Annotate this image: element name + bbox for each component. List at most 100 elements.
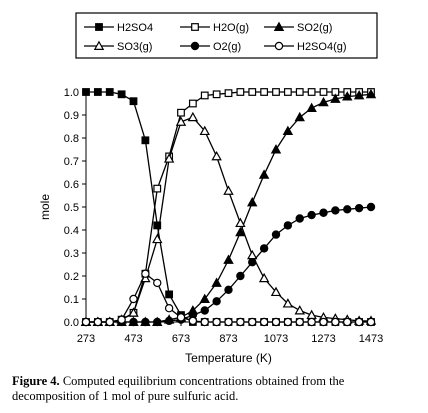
data-point-h2so4	[153, 221, 162, 230]
data-point-h2so4-g	[164, 304, 174, 313]
data-point-o2-g	[164, 316, 174, 326]
data-point-o2-g	[129, 317, 138, 327]
data-point-so3-g	[258, 272, 270, 283]
series-group	[80, 88, 377, 327]
legend-label-h2o-g: H2O(g)	[213, 22, 249, 34]
data-point-o2-g	[200, 306, 209, 315]
data-point-h2o-g	[177, 108, 185, 117]
x-tick-label: 1473	[359, 333, 383, 345]
data-point-so2-g	[365, 88, 377, 99]
y-tick-label: 0.9	[64, 110, 79, 122]
data-point-o2-g	[271, 230, 281, 239]
data-point-h2so4-g	[319, 317, 328, 327]
data-point-so2-g	[330, 93, 341, 103]
data-point-so3-g	[282, 298, 294, 308]
y-tick-label: 0.8	[64, 133, 79, 145]
data-point-so3-g	[128, 307, 139, 317]
data-point-h2so4	[129, 97, 138, 106]
legend-label-h2so4-g: H2SO4(g)	[297, 41, 347, 53]
y-tick-label: 0.1	[64, 294, 79, 306]
legend-label-so2-g: SO2(g)	[297, 22, 332, 34]
data-point-so3-g	[187, 111, 199, 122]
data-point-h2o-g	[248, 88, 257, 96]
y-tick-label: 0.0	[64, 317, 79, 329]
x-tick-label: 473	[124, 333, 142, 345]
data-point-o2-g	[248, 258, 257, 267]
data-point-o2-g	[343, 205, 352, 214]
data-point-h2o-g	[212, 90, 221, 99]
data-point-o2-g	[141, 317, 150, 327]
data-point-so3-g	[163, 153, 175, 163]
data-point-h2so4-g	[224, 317, 233, 327]
data-point-h2o-g	[295, 88, 304, 96]
x-tick-label: 1273	[311, 333, 335, 345]
y-tick-label: 0.7	[64, 156, 79, 168]
data-point-h2so4-g	[188, 316, 198, 326]
legend-label-so3-g: SO3(g)	[117, 41, 152, 53]
data-point-o2-g	[366, 202, 376, 212]
data-point-so2-g	[247, 196, 258, 207]
y-tick-label: 1.0	[64, 87, 79, 99]
data-point-h2o-g	[236, 88, 245, 96]
data-point-h2so4-g	[153, 278, 162, 288]
data-point-h2so4-g	[236, 317, 245, 327]
data-point-so2-g	[199, 293, 210, 303]
y-axis-label: mole	[38, 194, 52, 220]
data-point-o2-g	[331, 206, 340, 215]
data-point-h2o-g	[200, 91, 209, 100]
data-point-h2so4-g	[176, 313, 186, 322]
data-point-h2o-g	[283, 88, 292, 96]
data-point-h2so4-g	[141, 269, 150, 278]
data-point-h2so4-g	[212, 317, 221, 327]
data-point-h2o-g	[272, 88, 280, 96]
data-point-so2-g	[211, 277, 222, 287]
x-tick-label: 273	[77, 333, 95, 345]
legend-label-o2-g: O2(g)	[213, 41, 241, 53]
data-point-h2so4-g	[200, 317, 209, 327]
data-point-o2-g	[354, 203, 364, 213]
data-point-h2so4-g	[331, 317, 340, 327]
data-point-so3-g	[223, 185, 234, 195]
x-tick-label: 673	[172, 333, 190, 345]
data-point-so3-g	[152, 233, 163, 244]
data-point-so3-g	[247, 249, 258, 260]
data-point-h2o-g	[188, 99, 197, 108]
data-point-so3-g	[270, 286, 282, 297]
figure-caption: Figure 4. Computed equilibrium concentra…	[12, 374, 420, 404]
data-point-h2so4-g	[259, 317, 269, 327]
data-point-h2so4	[117, 90, 126, 99]
data-point-o2-g	[224, 285, 233, 294]
data-point-so3-g	[306, 309, 317, 320]
data-point-h2o-g	[224, 89, 233, 98]
axes: 0.0 0.1 0.2 0.3 0.4 0.5 0.6 0.7 0.8 0.9 1.0 273 473 6…	[64, 87, 384, 345]
data-point-so2-g	[258, 169, 270, 179]
caption-text: Computed equilibrium concentrations obta…	[12, 374, 345, 403]
data-point-so2-g	[318, 96, 329, 107]
data-point-h2so4-g	[307, 317, 316, 327]
data-point-h2so4-g	[366, 317, 376, 327]
data-point-o2-g	[283, 221, 293, 230]
equilibrium-chart: H2SO4 H2O(g) SO2(g) SO3(g) O2(g) H2SO4(g) 0.0…	[38, 12, 384, 365]
legend-label-h2so4: H2SO4	[117, 22, 153, 34]
data-point-h2so4-g	[295, 317, 304, 327]
data-point-so3-g	[199, 125, 210, 136]
data-point-h2so4-g	[105, 317, 114, 327]
data-point-so3-g	[175, 116, 187, 126]
y-tick-label: 0.5	[64, 202, 79, 214]
data-point-h2o-g	[307, 88, 316, 96]
data-point-h2so4	[141, 136, 150, 145]
data-point-h2so4	[82, 88, 90, 96]
legend-marker-so3-g	[93, 40, 105, 50]
y-tick-label: 0.4	[64, 225, 79, 237]
data-point-h2so4-g	[81, 317, 91, 327]
data-point-h2so4	[93, 88, 102, 96]
data-point-o2-g	[236, 271, 245, 281]
x-tick-label: 873	[219, 333, 237, 345]
data-point-so2-g	[282, 125, 294, 136]
data-point-so3-g	[235, 217, 246, 228]
data-point-h2so4-g	[354, 317, 364, 327]
data-point-so2-g	[342, 91, 353, 101]
data-point-so2-g	[294, 111, 305, 122]
series-line-h2so4-g	[86, 272, 371, 323]
data-point-so3-g	[211, 150, 222, 161]
